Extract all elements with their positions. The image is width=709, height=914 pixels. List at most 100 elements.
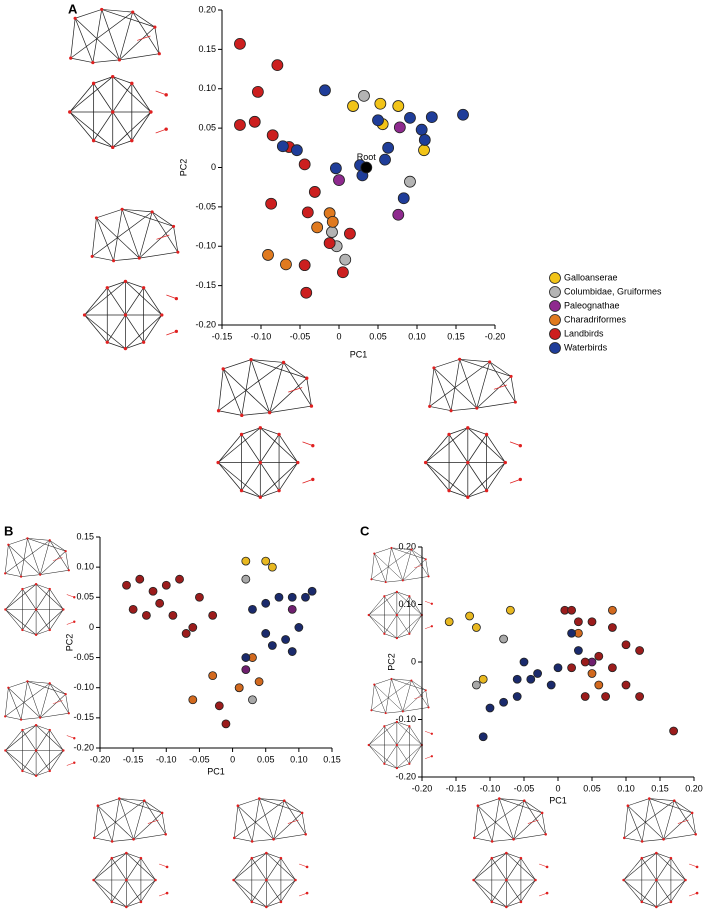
- point: [251, 86, 264, 98]
- x-axis-label: PC1: [549, 795, 567, 805]
- point: [580, 657, 590, 667]
- point: [319, 84, 331, 97]
- point: [512, 692, 522, 701]
- point: [287, 592, 297, 602]
- point: [333, 174, 345, 187]
- y-tick-label: 0.15: [76, 531, 94, 541]
- skull-lateral: [90, 207, 180, 263]
- legend-swatch: [549, 328, 561, 340]
- point: [122, 580, 131, 590]
- point: [241, 665, 251, 675]
- skull-dorsal: [82, 279, 179, 351]
- skull-dorsal: [471, 851, 549, 909]
- point: [261, 629, 271, 638]
- skull-dorsal: [423, 425, 523, 500]
- y-tick-label: -0.20: [195, 319, 216, 329]
- x-tick-label: 0: [336, 331, 341, 341]
- point: [234, 37, 246, 50]
- point: [148, 586, 158, 596]
- y-tick-label: -0.10: [73, 682, 94, 692]
- legend-label: Galloanserae: [564, 272, 618, 282]
- skull-lateral: [472, 796, 548, 844]
- y-tick-label: -0.05: [73, 652, 94, 662]
- point: [267, 641, 277, 650]
- point: [221, 719, 231, 729]
- point: [594, 680, 604, 690]
- skull-lateral: [216, 357, 314, 418]
- x-tick-label: -0.10: [480, 783, 501, 793]
- y-tick-label: 0.20: [398, 541, 416, 551]
- point: [254, 677, 264, 687]
- point: [478, 674, 488, 684]
- point: [141, 610, 151, 620]
- point: [669, 726, 678, 736]
- x-tick-label: -0.15: [123, 754, 144, 764]
- point: [533, 669, 542, 678]
- x-tick-label: -0.05: [189, 754, 210, 764]
- x-tick-label: -0.10: [251, 331, 272, 341]
- skull-lateral: [370, 546, 430, 584]
- skull-lateral: [370, 677, 430, 715]
- point: [311, 221, 324, 234]
- point: [360, 161, 373, 174]
- y-tick-label: 0: [411, 656, 416, 666]
- legend-label: Landbirds: [564, 328, 604, 338]
- point: [567, 605, 576, 615]
- point: [471, 623, 481, 632]
- point: [635, 692, 644, 701]
- point: [326, 226, 338, 238]
- y-tick-label: 0: [89, 622, 94, 632]
- point: [485, 703, 495, 713]
- point: [392, 100, 405, 112]
- point: [271, 59, 284, 72]
- point: [234, 119, 246, 131]
- point: [326, 215, 339, 228]
- point: [290, 144, 303, 157]
- legend-swatch: [549, 300, 561, 312]
- x-tick-label: 0.10: [617, 783, 635, 793]
- point: [128, 604, 138, 614]
- point: [594, 651, 604, 661]
- y-tick-label: 0.10: [398, 599, 416, 609]
- x-tick-label: -0.20: [485, 331, 506, 341]
- point: [280, 258, 292, 271]
- point: [393, 121, 406, 134]
- x-tick-label: -0.15: [446, 783, 467, 793]
- point: [587, 669, 597, 678]
- point: [262, 249, 274, 261]
- x-tick-label: 0.20: [685, 783, 703, 793]
- skull-dorsal: [215, 425, 316, 500]
- skull-lateral: [3, 679, 71, 722]
- point: [379, 153, 391, 166]
- point: [214, 701, 224, 711]
- point: [301, 592, 310, 602]
- point: [382, 141, 395, 154]
- x-tick-label: -0.15: [212, 331, 233, 341]
- x-tick-label: 0: [555, 783, 560, 793]
- y-tick-label: -0.20: [395, 771, 416, 781]
- point: [526, 674, 536, 684]
- point: [505, 605, 515, 615]
- y-tick-label: -0.10: [395, 714, 416, 724]
- y-tick-label: -0.05: [195, 201, 216, 211]
- point: [307, 586, 317, 596]
- point: [347, 100, 359, 112]
- point: [425, 111, 438, 123]
- point: [418, 134, 431, 146]
- y-tick-label: -0.15: [73, 712, 94, 722]
- y-tick-label: 0.10: [76, 562, 94, 572]
- point: [168, 610, 178, 620]
- point: [415, 123, 428, 136]
- legend-label: Charadriformes: [564, 314, 627, 324]
- point: [287, 604, 297, 614]
- y-axis-label: PC2: [178, 159, 188, 177]
- point: [261, 598, 271, 608]
- point: [267, 562, 277, 572]
- x-tick-label: 0.05: [583, 783, 601, 793]
- point: [188, 623, 198, 632]
- point: [208, 610, 218, 620]
- point: [300, 286, 313, 299]
- point: [574, 646, 583, 655]
- point: [621, 640, 631, 650]
